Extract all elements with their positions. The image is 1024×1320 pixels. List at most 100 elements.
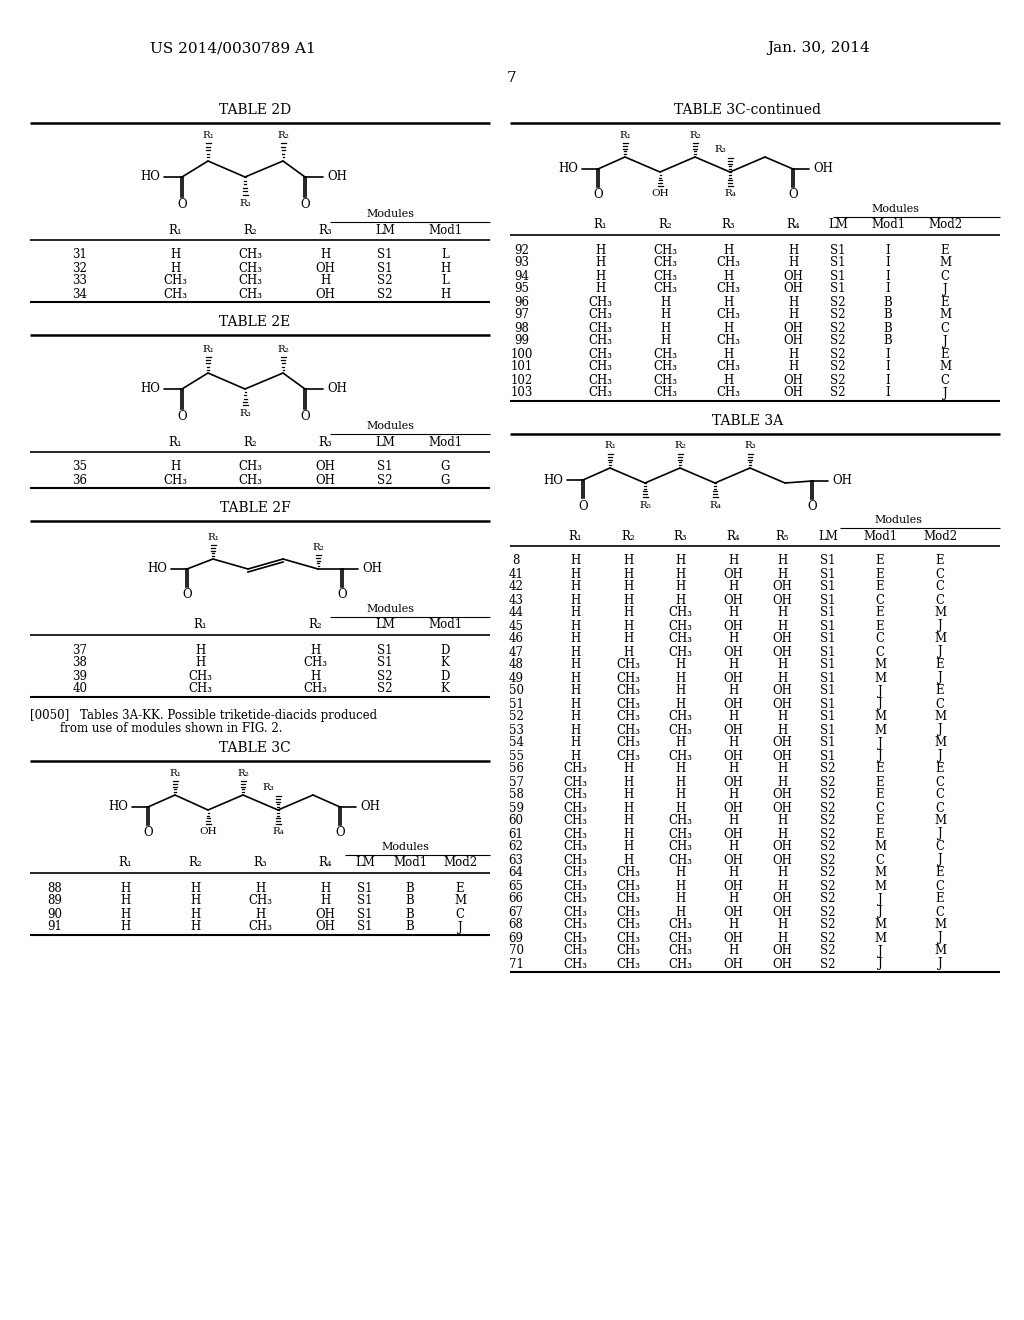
Text: H: H xyxy=(675,554,685,568)
Text: Jan. 30, 2014: Jan. 30, 2014 xyxy=(767,41,870,55)
Text: H: H xyxy=(787,309,798,322)
Text: 50: 50 xyxy=(509,685,523,697)
Text: Tables 3A-KK. Possible triketide-diacids produced: Tables 3A-KK. Possible triketide-diacids… xyxy=(80,709,377,722)
Text: H: H xyxy=(195,656,205,669)
Text: H: H xyxy=(623,828,633,841)
Text: H: H xyxy=(570,554,581,568)
Text: R₃: R₃ xyxy=(318,436,332,449)
Text: CH₃: CH₃ xyxy=(163,288,187,301)
Text: C: C xyxy=(936,801,944,814)
Text: CH₃: CH₃ xyxy=(716,360,740,374)
Text: 66: 66 xyxy=(509,892,523,906)
Text: 97: 97 xyxy=(514,309,529,322)
Text: OH: OH xyxy=(327,170,347,183)
Text: CH₃: CH₃ xyxy=(563,854,587,866)
Text: J: J xyxy=(938,750,942,763)
Text: Modules: Modules xyxy=(871,205,919,214)
Text: 33: 33 xyxy=(73,275,87,288)
Text: HO: HO xyxy=(140,170,160,183)
Text: H: H xyxy=(570,697,581,710)
Text: CH₃: CH₃ xyxy=(616,945,640,957)
Text: CH₃: CH₃ xyxy=(653,269,677,282)
Text: CH₃: CH₃ xyxy=(588,296,612,309)
Text: S2: S2 xyxy=(830,309,846,322)
Text: B: B xyxy=(884,322,892,334)
Text: J: J xyxy=(938,957,942,970)
Text: M: M xyxy=(939,309,951,322)
Text: J: J xyxy=(938,828,942,841)
Text: R₄: R₄ xyxy=(726,529,739,543)
Text: CH₃: CH₃ xyxy=(188,669,212,682)
Text: M: M xyxy=(873,879,886,892)
Text: S1: S1 xyxy=(820,632,836,645)
Text: J: J xyxy=(458,920,463,933)
Text: O: O xyxy=(337,589,347,602)
Text: H: H xyxy=(120,882,130,895)
Text: H: H xyxy=(120,895,130,908)
Text: J: J xyxy=(878,906,883,919)
Text: I: I xyxy=(886,269,891,282)
Text: 45: 45 xyxy=(509,619,523,632)
Text: OH: OH xyxy=(772,892,792,906)
Text: CH₃: CH₃ xyxy=(668,750,692,763)
Text: CH₃: CH₃ xyxy=(563,906,587,919)
Text: S2: S2 xyxy=(820,932,836,945)
Text: H: H xyxy=(170,461,180,474)
Text: S1: S1 xyxy=(820,659,836,672)
Text: CH₃: CH₃ xyxy=(653,347,677,360)
Text: J: J xyxy=(878,945,883,957)
Text: M: M xyxy=(934,710,946,723)
Text: H: H xyxy=(728,606,738,619)
Text: B: B xyxy=(406,882,415,895)
Text: CH₃: CH₃ xyxy=(668,645,692,659)
Text: CH₃: CH₃ xyxy=(563,879,587,892)
Text: S2: S2 xyxy=(377,474,393,487)
Text: J: J xyxy=(878,892,883,906)
Text: Mod2: Mod2 xyxy=(928,219,963,231)
Text: H: H xyxy=(595,282,605,296)
Text: I: I xyxy=(886,374,891,387)
Text: CH₃: CH₃ xyxy=(716,334,740,347)
Text: H: H xyxy=(675,788,685,801)
Text: H: H xyxy=(595,243,605,256)
Text: CH₃: CH₃ xyxy=(563,814,587,828)
Text: CH₃: CH₃ xyxy=(616,697,640,710)
Text: CH₃: CH₃ xyxy=(588,374,612,387)
Text: OH: OH xyxy=(723,879,743,892)
Text: OH: OH xyxy=(723,645,743,659)
Text: OH: OH xyxy=(772,788,792,801)
Text: 92: 92 xyxy=(515,243,529,256)
Text: H: H xyxy=(728,581,738,594)
Text: OH: OH xyxy=(723,568,743,581)
Text: C: C xyxy=(936,879,944,892)
Text: 36: 36 xyxy=(73,474,87,487)
Text: C: C xyxy=(940,374,949,387)
Text: 46: 46 xyxy=(509,632,523,645)
Text: OH: OH xyxy=(315,474,335,487)
Text: OH: OH xyxy=(723,854,743,866)
Text: Mod2: Mod2 xyxy=(443,857,477,870)
Text: R₂: R₂ xyxy=(188,857,202,870)
Text: CH₃: CH₃ xyxy=(653,282,677,296)
Text: H: H xyxy=(675,892,685,906)
Text: H: H xyxy=(777,828,787,841)
Text: CH₃: CH₃ xyxy=(588,347,612,360)
Text: CH₃: CH₃ xyxy=(668,710,692,723)
Text: S1: S1 xyxy=(820,581,836,594)
Text: M: M xyxy=(939,256,951,269)
Text: S2: S2 xyxy=(820,828,836,841)
Text: H: H xyxy=(675,776,685,788)
Text: H: H xyxy=(595,256,605,269)
Text: OH: OH xyxy=(723,932,743,945)
Text: OH: OH xyxy=(772,697,792,710)
Text: O: O xyxy=(182,589,191,602)
Text: OH: OH xyxy=(772,594,792,606)
Text: H: H xyxy=(728,685,738,697)
Text: CH₃: CH₃ xyxy=(163,474,187,487)
Text: H: H xyxy=(723,269,733,282)
Text: Modules: Modules xyxy=(381,842,429,851)
Text: H: H xyxy=(195,644,205,656)
Text: B: B xyxy=(406,920,415,933)
Text: S2: S2 xyxy=(820,919,836,932)
Text: CH₃: CH₃ xyxy=(653,256,677,269)
